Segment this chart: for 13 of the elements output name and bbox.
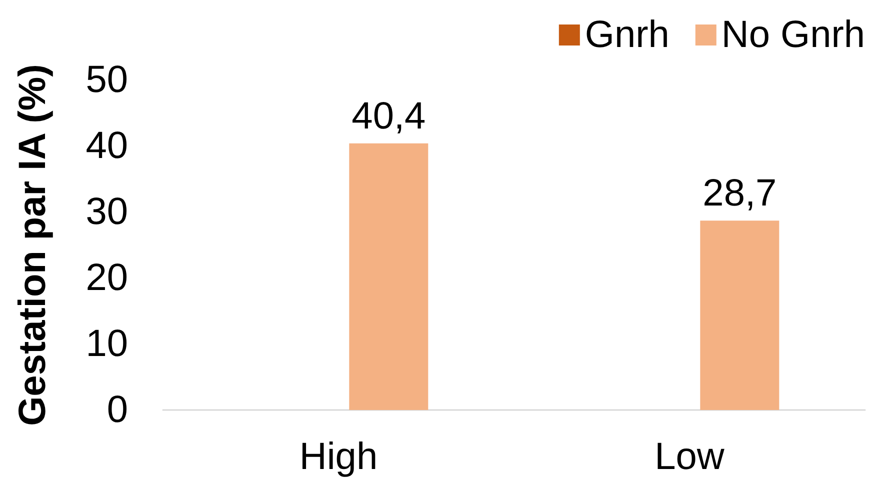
data-label: 40,4 (352, 95, 426, 138)
y-tick-label: 0 (106, 389, 128, 431)
y-tick-label: 50 (86, 59, 128, 101)
x-tick-label: Low (654, 436, 725, 478)
y-axis-title: Gestation par IA (%) (12, 64, 54, 426)
y-tick-label: 10 (86, 323, 128, 365)
legend-label: No Gnrh (721, 14, 866, 56)
y-tick-label: 30 (86, 191, 128, 233)
y-tick-label: 40 (86, 125, 128, 167)
data-label: 28,7 (702, 172, 777, 215)
x-tick-label: High (299, 436, 378, 478)
y-tick-label: 20 (86, 257, 128, 299)
legend-label: Gnrh (584, 14, 670, 56)
